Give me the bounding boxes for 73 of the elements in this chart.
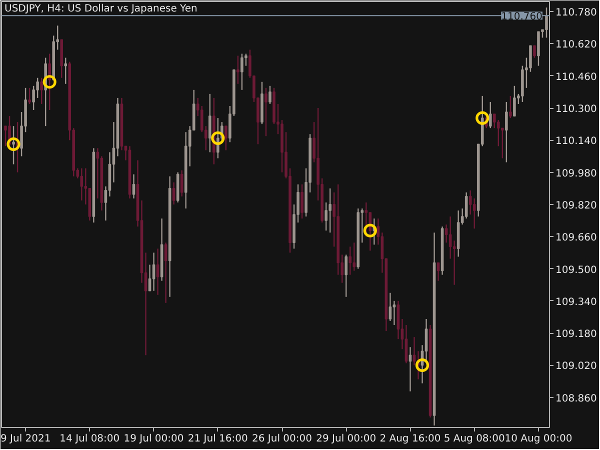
x-tick-label: 5 Aug 08:00	[444, 434, 505, 444]
candlestick	[392, 300, 396, 326]
point	[6, 137, 20, 151]
candlestick	[300, 184, 304, 220]
candlestick	[472, 198, 476, 230]
candlestick	[164, 242, 168, 304]
candlestick	[48, 53, 51, 111]
candlestick	[509, 95, 512, 119]
candlestick	[468, 190, 472, 216]
candlestick	[80, 168, 84, 202]
chart-title: USDJPY, H4: US Dollar vs Japanese Yen	[4, 4, 198, 14]
candlestick	[513, 85, 516, 117]
candlestick	[268, 85, 272, 105]
candlestick	[28, 87, 31, 105]
candlestick	[36, 77, 39, 99]
y-tick-label: 110.140	[556, 136, 597, 148]
x-tick-label: 10 Aug 00:00	[504, 434, 572, 444]
candlestick	[488, 101, 492, 129]
candlestick	[236, 55, 240, 84]
candlestick	[364, 202, 368, 238]
candlestick	[148, 264, 152, 292]
candlestick	[40, 77, 43, 105]
candlestick	[64, 57, 68, 84]
x-tick-label: 29 Jul 00:00	[316, 434, 376, 444]
y-tick-label: 110.460	[556, 72, 597, 83]
y-tick-label: 109.020	[556, 361, 597, 372]
candlestick	[533, 45, 536, 58]
y-tick-label: 110.300	[556, 104, 597, 115]
y-tick-label: 110.780	[556, 8, 597, 19]
candlestick	[493, 113, 496, 129]
y-tick-label: 109.820	[556, 200, 597, 212]
candlestick	[324, 202, 328, 232]
candlestick	[464, 192, 468, 220]
candlestick	[545, 6, 548, 38]
x-tick-label: 2 Aug 16:00	[380, 434, 441, 444]
x-tick-label: 14 Jul 08:00	[60, 434, 120, 444]
y-tick-label: 109.500	[556, 264, 597, 276]
candlestick	[224, 125, 228, 151]
x-tick-label: 9 Jul 2021	[0, 434, 51, 444]
candlestick	[529, 45, 532, 72]
candlestick	[12, 125, 15, 165]
candlestick	[4, 125, 7, 147]
point	[211, 131, 225, 145]
candlestick	[505, 101, 508, 163]
point	[363, 224, 377, 238]
candlestick	[448, 216, 452, 260]
point	[415, 358, 430, 372]
candlestick	[208, 93, 212, 153]
y-tick-label: 110.620	[556, 40, 597, 51]
y-tick-label: 109.180	[556, 329, 597, 340]
candlestick	[328, 188, 332, 234]
x-tick-label: 19 Jul 00:00	[124, 434, 184, 444]
candlestick	[344, 254, 348, 298]
y-tick-label: 108.860	[556, 393, 597, 404]
x-tick-label: 21 Jul 16:00	[188, 434, 248, 444]
candlestick	[424, 318, 428, 362]
candlestick	[444, 224, 448, 244]
x-tick-label: 26 Jul 00:00	[252, 434, 312, 444]
y-tick-label: 109.980	[556, 168, 597, 180]
candlestick	[180, 170, 184, 198]
candlestick	[240, 53, 244, 91]
candlestick	[404, 324, 408, 364]
candlestick	[172, 182, 176, 206]
point	[476, 111, 490, 125]
candlestick	[132, 174, 136, 200]
candlestick	[388, 292, 392, 322]
candlestick	[352, 242, 356, 272]
point	[42, 75, 56, 89]
y-tick-label: 109.660	[556, 232, 597, 244]
y-tick-label: 109.340	[556, 296, 597, 308]
candlestick	[348, 246, 352, 276]
candlestick	[32, 85, 35, 111]
candlestick	[264, 87, 268, 137]
